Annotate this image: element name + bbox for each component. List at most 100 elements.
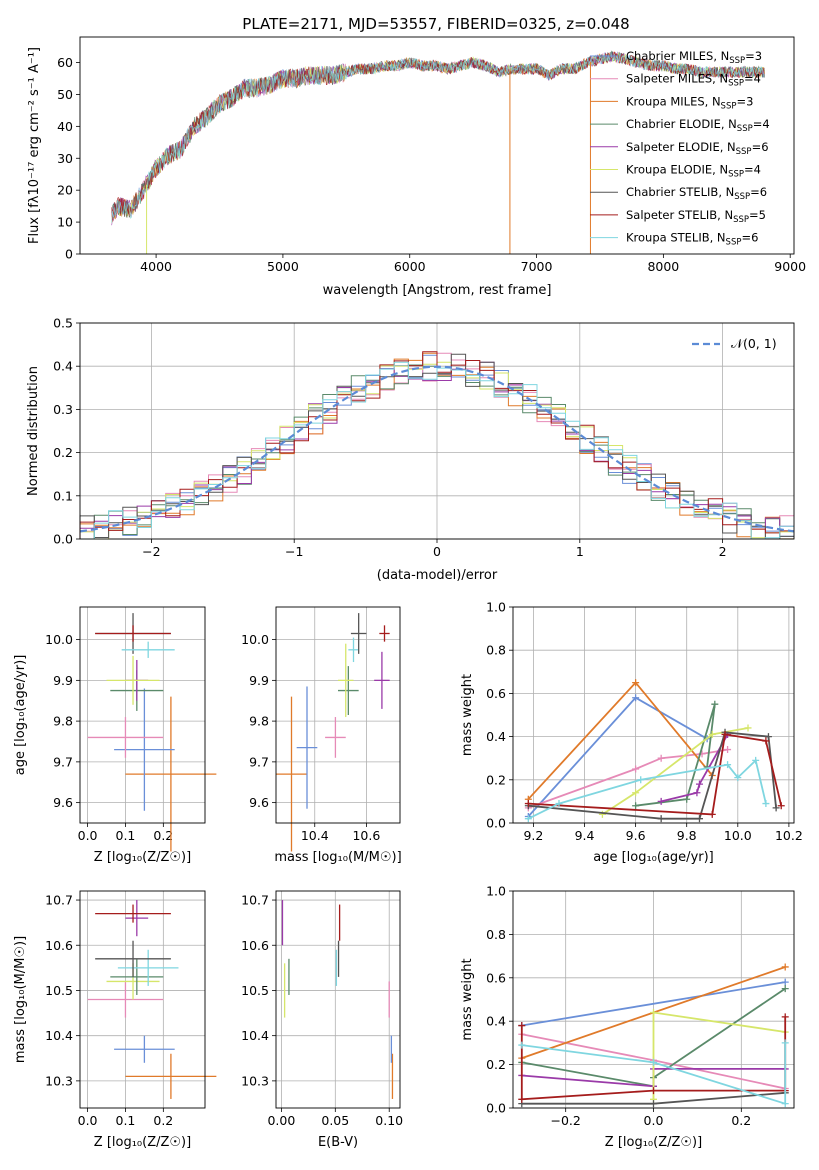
- error-point: [125, 696, 217, 852]
- weight-marker: [693, 789, 701, 797]
- weight-marker: [781, 978, 789, 986]
- y-tick-label: 0.0: [486, 1101, 506, 1116]
- error-point: [95, 625, 171, 642]
- weight-marker: [708, 730, 716, 738]
- y-tick-label: 10.0: [241, 632, 269, 647]
- y-tick-label: 0.2: [486, 1057, 506, 1072]
- y-tick-label: 0.8: [486, 643, 506, 658]
- legend-entry: Chabrier MILES, NSSP=3: [626, 49, 762, 66]
- plot-area: [87, 900, 217, 1099]
- weight-line: [521, 1042, 787, 1105]
- plot-area: [281, 900, 394, 1099]
- x-tick-label: 0.00: [267, 1113, 295, 1128]
- weight-marker: [724, 746, 732, 754]
- weight-marker: [777, 802, 785, 810]
- x-tick-label: 0.05: [321, 1113, 349, 1128]
- plot-area: [524, 679, 785, 823]
- legend-value: =5: [749, 208, 766, 222]
- x-tick-label: 9.6: [626, 828, 646, 843]
- panel-spectrum: 4000 5000 6000 7000 8000 9000 0 10 20 30 40 50 60 wav…: [27, 36, 806, 298]
- gaussian-curve: [79, 365, 795, 533]
- x-tick-label: 8000: [647, 259, 679, 274]
- x-tick-label: 0.2: [153, 1113, 173, 1128]
- weight-marker: [744, 724, 752, 732]
- weight-marker: [632, 765, 640, 773]
- error-point: [348, 637, 359, 663]
- weight-marker: [632, 679, 640, 687]
- error-point: [95, 940, 171, 977]
- legend-subscript: SSP: [737, 124, 753, 134]
- plot-area: [276, 613, 390, 852]
- axes-frame: [79, 606, 206, 824]
- y-tick-label: 10.6: [45, 938, 73, 953]
- x-tick-label: 10.6: [352, 828, 380, 843]
- x-tick-label: 0.0: [644, 1113, 664, 1128]
- weight-marker: [772, 804, 780, 812]
- axes-frame: [79, 890, 206, 1109]
- y-tick-label: 9.8: [53, 714, 73, 729]
- y-axis-label: mass weight: [460, 958, 475, 1040]
- legend-entry: Kroupa MILES, NSSP=3: [626, 94, 753, 111]
- x-tick-label: 5000: [267, 259, 299, 274]
- y-tick-label: 0.6: [486, 686, 506, 701]
- y-tick-label: 0.4: [486, 729, 506, 744]
- legend-subscript: SSP: [728, 79, 744, 89]
- y-tick-label: 60: [57, 55, 73, 70]
- panel-mass-weight-vs-Z: −0.2 0.0 0.2 0.0 0.2 0.4 0.6 0.8 1.0 Z [log₁₀(Z/Z…: [460, 884, 795, 1150]
- panel-mass-vs-EBV: 0.00 0.05 0.10 10.3 10.4 10.5 10.6 10.7 E(B-V): [241, 890, 403, 1150]
- legend-entry: Salpeter ELODIE, NSSP=6: [626, 140, 769, 157]
- y-axis-label: mass [log₁₀(M/M☉)]: [13, 936, 28, 1063]
- weight-marker: [781, 1100, 789, 1108]
- weight-marker: [650, 1058, 657, 1066]
- axes-frame: [79, 322, 795, 540]
- x-tick-label: 0: [433, 544, 441, 559]
- x-tick-label: −1: [285, 544, 303, 559]
- y-tick-label: 0.5: [53, 316, 73, 331]
- x-tick-label: 0.10: [375, 1113, 403, 1128]
- y-tick-label: 10.7: [45, 893, 73, 908]
- legend-entry: Salpeter MILES, NSSP=4: [626, 72, 761, 89]
- error-point: [374, 651, 390, 709]
- weight-marker: [524, 815, 532, 823]
- weight-line: [527, 681, 713, 800]
- x-tick-label: 0.0: [78, 828, 98, 843]
- weight-marker: [524, 800, 532, 808]
- y-tick-label: 30: [57, 151, 73, 166]
- weight-marker: [734, 774, 742, 782]
- y-tick-label: 10.5: [241, 983, 269, 998]
- plot-area: [111, 50, 765, 254]
- axes-frame: [512, 890, 795, 1109]
- legend-entry: 𝒩(0, 1): [731, 336, 777, 351]
- legend-value: =4: [753, 117, 770, 131]
- error-point: [114, 1035, 175, 1063]
- weight-marker: [632, 694, 640, 702]
- axes-frame: [275, 606, 401, 824]
- y-tick-label: 0.0: [486, 816, 506, 831]
- x-tick-label: 10.2: [775, 828, 803, 843]
- weight-marker: [752, 756, 760, 764]
- legend-value: =6: [752, 140, 769, 154]
- y-tick-label: 10.5: [45, 983, 73, 998]
- y-tick-label: 0.2: [53, 445, 73, 460]
- legend-value: =6: [750, 185, 767, 199]
- chart-title: PLATE=2171, MJD=53557, FIBERID=0325, z=0…: [242, 15, 629, 33]
- panel-age-vs-Z: 0.0 0.1 0.2 9.6 9.7 9.8 9.9 10.0 Z [log₁₀(Z/Z☉)]…: [13, 606, 217, 865]
- histogram-step: [80, 361, 794, 540]
- x-tick-label: 10.0: [724, 828, 752, 843]
- plot-area: [87, 613, 217, 852]
- x-axis-label: age [log₁₀(age/yr)]: [593, 850, 714, 865]
- y-tick-label: 50: [57, 87, 73, 102]
- x-tick-label: 0.0: [78, 1113, 98, 1128]
- weight-marker: [650, 1087, 657, 1095]
- weight-marker: [695, 815, 703, 823]
- weight-marker: [650, 1009, 657, 1017]
- legend-value: =4: [744, 72, 761, 86]
- y-tick-label: 10.7: [241, 893, 269, 908]
- legend-subscript: SSP: [726, 238, 742, 248]
- error-point: [125, 900, 149, 937]
- x-tick-label: −2: [142, 544, 160, 559]
- y-tick-label: 0.4: [486, 1014, 506, 1029]
- weight-marker: [657, 815, 665, 823]
- x-tick-label: 6000: [394, 259, 426, 274]
